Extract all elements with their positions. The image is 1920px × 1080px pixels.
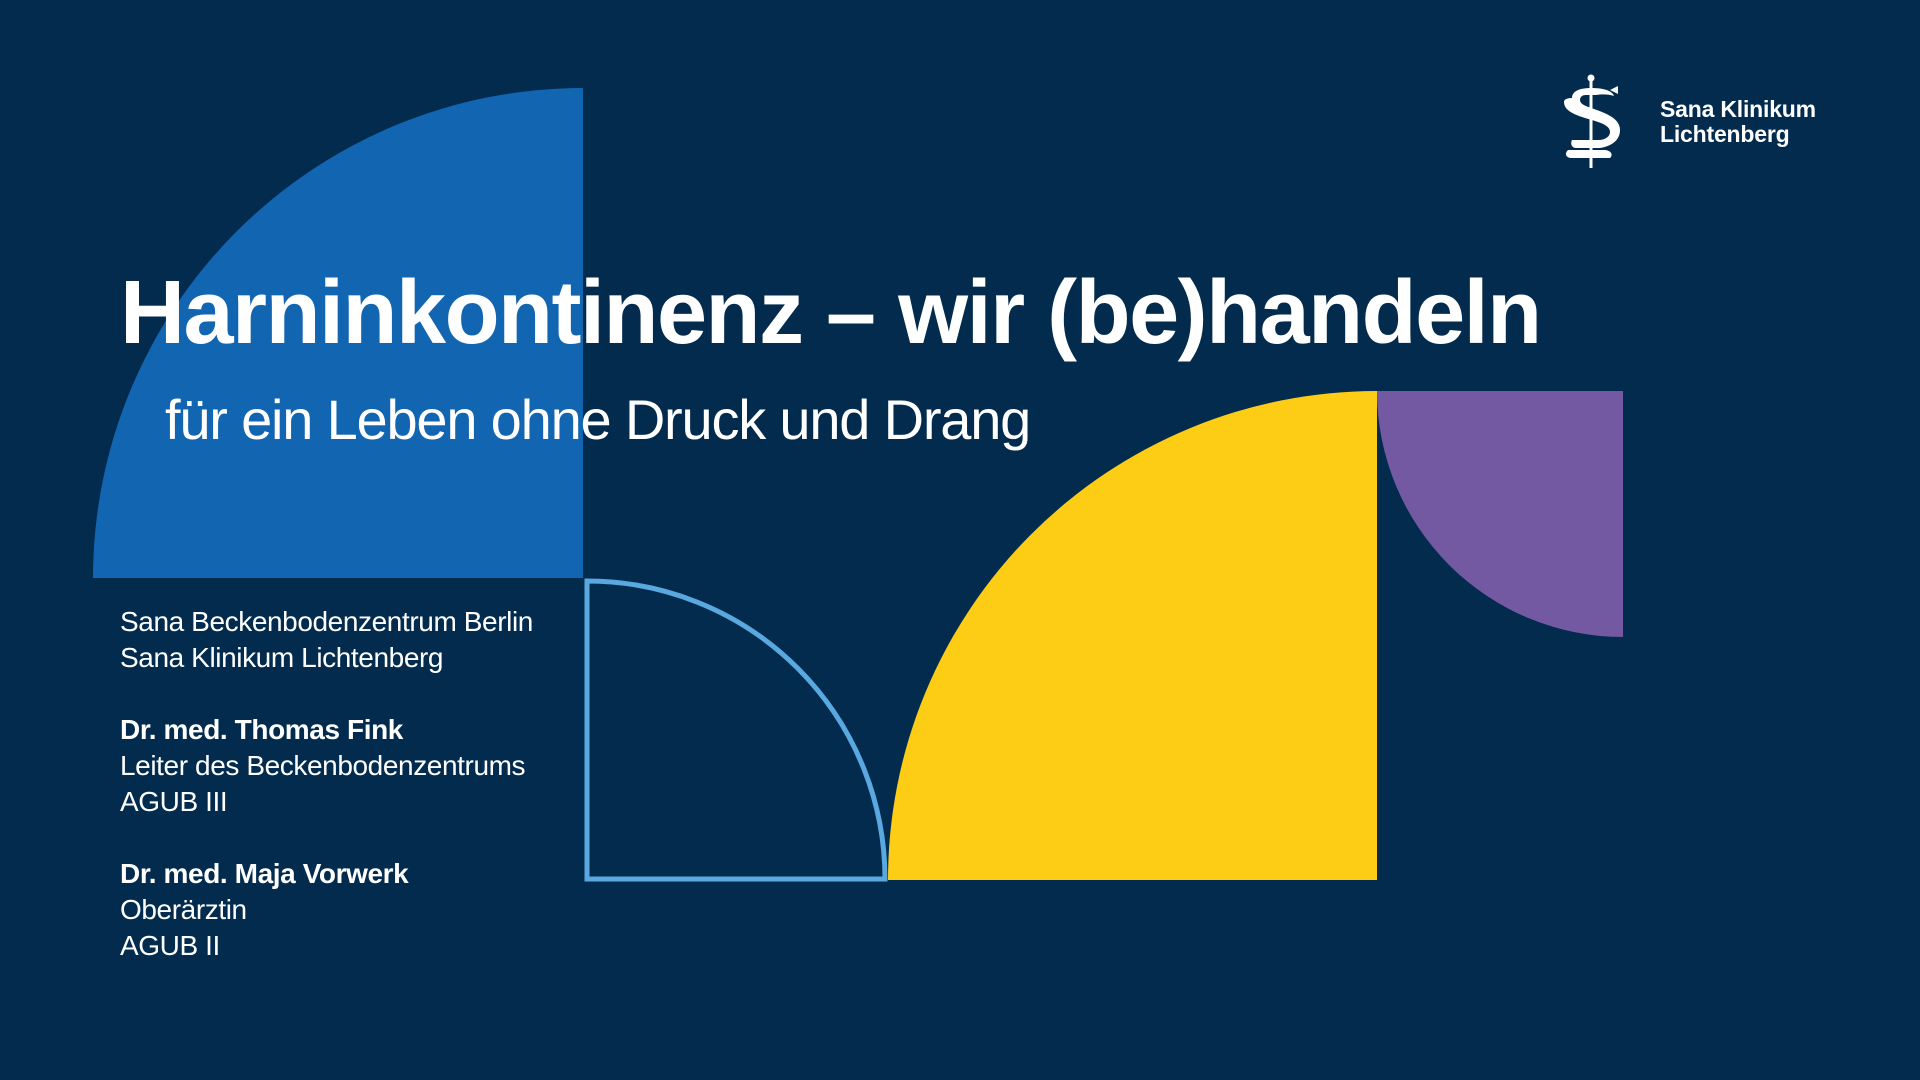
sana-logo: Sana Klinikum Lichtenberg [1558, 72, 1816, 172]
speaker-1-role: Leiter des Beckenbodenzentrums [120, 750, 526, 781]
slide-title: Harninkontinenz – wir (be)handeln [120, 263, 1542, 363]
speaker-1-name: Dr. med. Thomas Fink [120, 714, 403, 745]
logo-wordmark: Sana Klinikum Lichtenberg [1660, 97, 1816, 147]
yellow-quarter-circle [888, 391, 1377, 880]
outline-quarter-circle [584, 578, 888, 882]
logo-line-1: Sana Klinikum [1660, 96, 1816, 122]
speaker-2-role: Oberärztin [120, 894, 247, 925]
spacer [120, 820, 533, 856]
purple-quarter-circle [1377, 391, 1623, 637]
blue-quarter-circle [93, 88, 583, 578]
speaker-1-cert: AGUB III [120, 786, 228, 817]
sana-snake-staff-icon [1564, 74, 1620, 168]
speaker-2-name: Dr. med. Maja Vorwerk [120, 858, 409, 889]
spacer [120, 676, 533, 712]
speaker-info: Sana Beckenbodenzentrum Berlin Sana Klin… [120, 604, 533, 964]
center-name: Sana Beckenbodenzentrum Berlin [120, 606, 533, 637]
clinic-name: Sana Klinikum Lichtenberg [120, 642, 444, 673]
logo-line-2: Lichtenberg [1660, 121, 1790, 147]
speaker-2-cert: AGUB II [120, 930, 220, 961]
slide-subtitle: für ein Leben ohne Druck und Drang [165, 388, 1031, 451]
